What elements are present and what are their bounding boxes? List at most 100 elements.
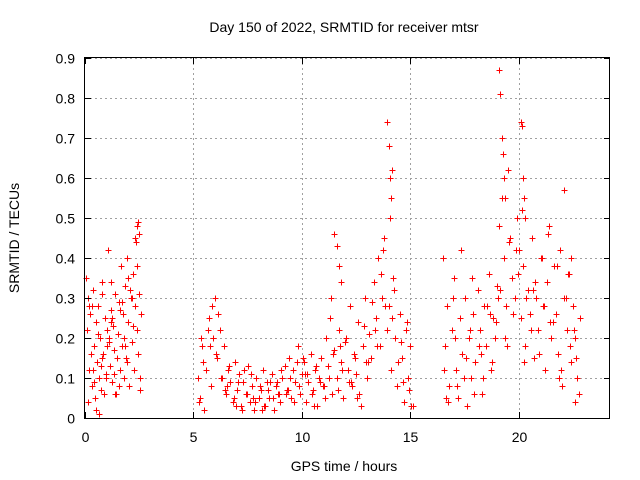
data-point xyxy=(535,327,542,334)
data-point xyxy=(467,327,474,334)
data-point xyxy=(215,311,222,318)
data-point xyxy=(323,335,330,342)
x-tick-label: 10 xyxy=(295,429,311,445)
data-point xyxy=(384,327,391,334)
data-point xyxy=(195,375,202,382)
data-point xyxy=(530,287,537,294)
data-point xyxy=(210,335,217,342)
data-point xyxy=(250,395,257,402)
data-point xyxy=(496,223,503,230)
data-point xyxy=(459,351,466,358)
data-point xyxy=(542,367,549,374)
data-point xyxy=(500,151,507,158)
data-point xyxy=(573,355,580,362)
data-point xyxy=(225,367,232,374)
data-point xyxy=(303,399,310,406)
data-point xyxy=(205,327,212,334)
data-point xyxy=(197,395,204,402)
data-point xyxy=(493,319,500,326)
x-tick-label: 15 xyxy=(403,429,419,445)
data-point xyxy=(392,335,399,342)
data-point xyxy=(101,391,108,398)
axes: 0 0.1 0.2 0.3 0.4 0.5 0.6 0.7 0.8 0.9 0 5 10 15 20 xyxy=(56,51,610,445)
data-point xyxy=(407,343,414,350)
data-point xyxy=(116,383,123,390)
data-point xyxy=(121,335,128,342)
data-point xyxy=(105,247,112,254)
x-tick-label: 0 xyxy=(82,429,90,445)
data-point xyxy=(296,383,303,390)
data-point xyxy=(502,335,509,342)
data-point xyxy=(502,195,509,202)
data-point xyxy=(544,279,551,286)
data-point xyxy=(217,327,224,334)
data-point xyxy=(329,391,336,398)
data-point xyxy=(478,351,485,358)
data-point xyxy=(361,323,368,330)
data-point xyxy=(558,367,565,374)
data-point xyxy=(389,315,396,322)
data-point xyxy=(484,303,491,310)
data-point xyxy=(88,351,95,358)
data-point xyxy=(104,327,111,334)
data-point xyxy=(292,379,299,386)
data-point xyxy=(363,359,370,366)
data-point xyxy=(110,323,117,330)
data-point xyxy=(118,263,125,270)
data-point xyxy=(453,367,460,374)
data-point xyxy=(457,315,464,322)
data-point xyxy=(548,335,555,342)
data-point xyxy=(577,315,584,322)
data-point xyxy=(352,355,359,362)
data-point xyxy=(198,335,205,342)
data-point xyxy=(267,379,274,386)
data-point xyxy=(479,391,486,398)
data-point xyxy=(334,375,341,382)
data-point xyxy=(270,395,277,402)
data-point xyxy=(322,395,329,402)
data-point xyxy=(443,395,450,402)
data-point xyxy=(522,215,529,222)
data-point xyxy=(124,255,131,262)
data-point xyxy=(239,407,246,414)
data-point xyxy=(129,295,136,302)
data-point xyxy=(518,119,525,126)
data-point xyxy=(120,311,127,318)
data-point xyxy=(231,395,238,402)
data-point xyxy=(346,379,353,386)
data-point xyxy=(532,279,539,286)
data-point xyxy=(513,247,520,254)
data-point xyxy=(196,399,203,406)
data-point xyxy=(244,391,251,398)
data-point xyxy=(232,359,239,366)
data-point xyxy=(201,407,208,414)
data-point xyxy=(282,363,289,370)
data-point xyxy=(514,215,521,222)
data-point xyxy=(369,299,376,306)
data-point xyxy=(123,355,130,362)
data-point xyxy=(108,307,115,314)
data-point xyxy=(112,291,119,298)
data-point xyxy=(469,275,476,282)
data-point xyxy=(373,315,380,322)
data-point xyxy=(444,303,451,310)
data-point xyxy=(300,355,307,362)
data-point xyxy=(318,355,325,362)
data-point xyxy=(235,379,242,386)
data-point xyxy=(567,343,574,350)
data-point xyxy=(131,367,138,374)
data-point xyxy=(403,327,410,334)
data-point xyxy=(295,343,302,350)
data-point xyxy=(384,119,391,126)
data-point xyxy=(136,291,143,298)
data-point xyxy=(446,383,453,390)
data-point xyxy=(257,383,264,390)
data-point xyxy=(509,275,516,282)
data-point xyxy=(309,391,316,398)
data-point xyxy=(571,327,578,334)
x-tick-label: 5 xyxy=(190,429,198,445)
data-point xyxy=(554,263,561,270)
data-point xyxy=(546,223,553,230)
data-point xyxy=(488,367,495,374)
